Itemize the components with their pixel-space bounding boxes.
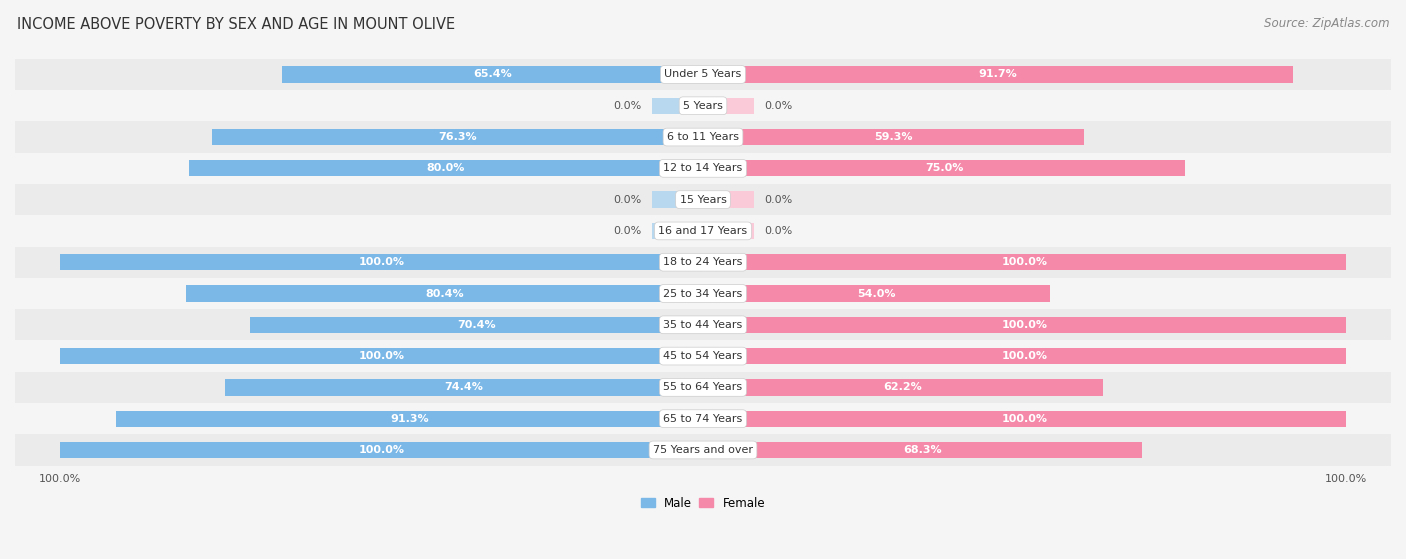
Text: 100.0%: 100.0%	[39, 475, 82, 484]
Text: 0.0%: 0.0%	[763, 101, 793, 111]
Bar	[250, 316, 703, 333]
Text: 65 to 74 Years: 65 to 74 Years	[664, 414, 742, 424]
Bar	[186, 286, 703, 302]
Text: 80.0%: 80.0%	[426, 163, 465, 173]
Bar	[212, 129, 703, 145]
Text: INCOME ABOVE POVERTY BY SEX AND AGE IN MOUNT OLIVE: INCOME ABOVE POVERTY BY SEX AND AGE IN M…	[17, 17, 456, 32]
Text: 12 to 14 Years: 12 to 14 Years	[664, 163, 742, 173]
Text: 100.0%: 100.0%	[359, 445, 405, 455]
Bar	[703, 379, 1102, 396]
Bar	[703, 286, 1050, 302]
Bar	[0, 184, 1406, 215]
Text: 5 Years: 5 Years	[683, 101, 723, 111]
Text: 100.0%: 100.0%	[1001, 414, 1047, 424]
Bar	[703, 223, 755, 239]
Bar	[703, 254, 1346, 271]
Text: 0.0%: 0.0%	[613, 195, 643, 205]
Text: 0.0%: 0.0%	[763, 226, 793, 236]
Bar	[703, 348, 1346, 364]
Text: 75 Years and over: 75 Years and over	[652, 445, 754, 455]
Bar	[188, 160, 703, 177]
Text: 100.0%: 100.0%	[359, 257, 405, 267]
Text: 45 to 54 Years: 45 to 54 Years	[664, 351, 742, 361]
Text: 18 to 24 Years: 18 to 24 Years	[664, 257, 742, 267]
Text: 76.3%: 76.3%	[439, 132, 477, 142]
Text: 100.0%: 100.0%	[1001, 351, 1047, 361]
Text: 0.0%: 0.0%	[613, 101, 643, 111]
Bar	[225, 379, 703, 396]
Text: 54.0%: 54.0%	[858, 288, 896, 299]
Text: 100.0%: 100.0%	[1001, 257, 1047, 267]
Bar	[115, 410, 703, 427]
Text: 68.3%: 68.3%	[903, 445, 942, 455]
Text: 75.0%: 75.0%	[925, 163, 963, 173]
Bar	[0, 434, 1406, 466]
Bar	[703, 442, 1142, 458]
Text: 0.0%: 0.0%	[763, 195, 793, 205]
Bar	[0, 340, 1406, 372]
Bar	[60, 442, 703, 458]
Bar	[703, 67, 1292, 83]
Bar	[0, 121, 1406, 153]
Text: 70.4%: 70.4%	[457, 320, 496, 330]
Bar	[703, 192, 755, 208]
Text: 16 and 17 Years: 16 and 17 Years	[658, 226, 748, 236]
Bar	[651, 192, 703, 208]
Text: 91.7%: 91.7%	[979, 69, 1017, 79]
Text: 0.0%: 0.0%	[613, 226, 643, 236]
Text: Under 5 Years: Under 5 Years	[665, 69, 741, 79]
Bar	[60, 254, 703, 271]
Bar	[0, 215, 1406, 247]
Legend: Male, Female: Male, Female	[636, 492, 770, 514]
Text: 100.0%: 100.0%	[359, 351, 405, 361]
Bar	[283, 67, 703, 83]
Text: 6 to 11 Years: 6 to 11 Years	[666, 132, 740, 142]
Bar	[0, 278, 1406, 309]
Bar	[651, 98, 703, 114]
Bar	[703, 316, 1346, 333]
Bar	[0, 59, 1406, 90]
Text: 74.4%: 74.4%	[444, 382, 484, 392]
Bar	[703, 160, 1185, 177]
Text: 100.0%: 100.0%	[1324, 475, 1367, 484]
Bar	[0, 309, 1406, 340]
Bar	[703, 129, 1084, 145]
Text: 25 to 34 Years: 25 to 34 Years	[664, 288, 742, 299]
Bar	[0, 90, 1406, 121]
Text: 15 Years: 15 Years	[679, 195, 727, 205]
Text: 35 to 44 Years: 35 to 44 Years	[664, 320, 742, 330]
Bar	[0, 247, 1406, 278]
Bar	[0, 153, 1406, 184]
Bar	[703, 98, 755, 114]
Text: 65.4%: 65.4%	[474, 69, 512, 79]
Text: 80.4%: 80.4%	[425, 288, 464, 299]
Bar	[651, 223, 703, 239]
Text: 55 to 64 Years: 55 to 64 Years	[664, 382, 742, 392]
Bar	[703, 410, 1346, 427]
Text: 91.3%: 91.3%	[389, 414, 429, 424]
Text: 100.0%: 100.0%	[1001, 320, 1047, 330]
Text: 62.2%: 62.2%	[883, 382, 922, 392]
Bar	[0, 372, 1406, 403]
Text: Source: ZipAtlas.com: Source: ZipAtlas.com	[1264, 17, 1389, 30]
Text: 59.3%: 59.3%	[875, 132, 912, 142]
Bar	[0, 403, 1406, 434]
Bar	[60, 348, 703, 364]
